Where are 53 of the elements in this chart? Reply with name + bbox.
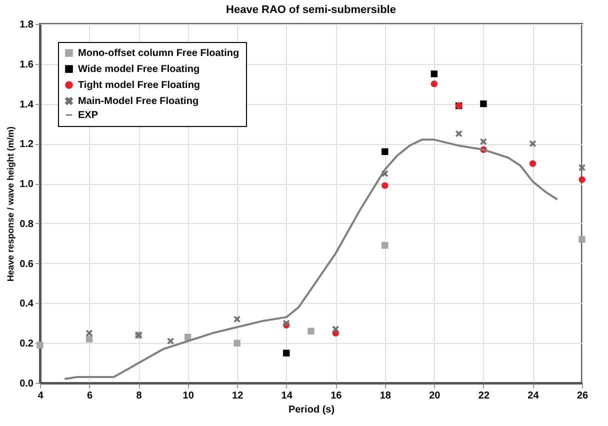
legend-label: EXP bbox=[78, 110, 98, 121]
point bbox=[578, 236, 586, 243]
point bbox=[480, 100, 487, 108]
y-tick-label: 0.4 bbox=[20, 298, 34, 310]
line-series bbox=[64, 138, 558, 380]
point bbox=[480, 138, 487, 146]
point bbox=[234, 340, 240, 346]
y-tick-label: 1.0 bbox=[20, 179, 34, 190]
y-tick-label: 1.8 bbox=[20, 20, 34, 30]
x-tick-label: 12 bbox=[232, 390, 244, 402]
point bbox=[382, 148, 388, 155]
x-tick-label: 4 bbox=[38, 390, 44, 402]
point bbox=[430, 80, 438, 88]
point bbox=[529, 140, 536, 148]
y-tick-label: 0.2 bbox=[20, 338, 34, 350]
point bbox=[578, 176, 586, 183]
x-tick-label: 26 bbox=[576, 390, 588, 402]
x-axis-title: Period (s) bbox=[288, 404, 335, 416]
x-tick-label: 18 bbox=[380, 390, 392, 402]
point bbox=[430, 70, 438, 78]
point bbox=[382, 242, 388, 249]
point bbox=[86, 336, 93, 342]
y-tick-label: 1.6 bbox=[20, 59, 34, 70]
chart-title: Heave RAO of semi-submersible bbox=[226, 4, 396, 16]
point bbox=[36, 342, 44, 348]
point bbox=[308, 328, 314, 334]
x-tick-label: 6 bbox=[86, 390, 93, 402]
y-axis-title: Heave response / wave height (m/m) bbox=[6, 126, 16, 282]
point bbox=[86, 330, 93, 336]
x-tick-label: 22 bbox=[478, 390, 490, 402]
point bbox=[578, 164, 586, 171]
x-tick-label: 10 bbox=[182, 390, 194, 402]
legend-label: Mono-offset column Free Floating bbox=[78, 48, 240, 59]
point bbox=[234, 316, 240, 323]
point bbox=[332, 326, 339, 333]
point bbox=[167, 338, 174, 344]
legend-label: Main-Model Free Floating bbox=[78, 96, 199, 107]
point bbox=[529, 160, 536, 167]
legend-label: Wide model Free Floating bbox=[78, 64, 200, 75]
point bbox=[283, 350, 290, 356]
y-tick-label: 0.8 bbox=[20, 218, 34, 230]
x-tick-label: 24 bbox=[528, 390, 540, 402]
y-tick-label: 1.4 bbox=[20, 99, 34, 110]
x-tick-label: 8 bbox=[136, 390, 142, 402]
x-tick-label: 20 bbox=[429, 390, 441, 402]
point bbox=[382, 182, 388, 189]
point bbox=[455, 130, 462, 138]
legend-label: Tight model Free Floating bbox=[78, 80, 200, 91]
x-tick-label: 14 bbox=[281, 390, 293, 402]
y-tick-label: 0.0 bbox=[20, 378, 34, 390]
x-tick-label: 16 bbox=[330, 390, 342, 402]
y-tick-label: 0.6 bbox=[20, 258, 34, 270]
y-tick-label: 1.2 bbox=[20, 139, 34, 150]
